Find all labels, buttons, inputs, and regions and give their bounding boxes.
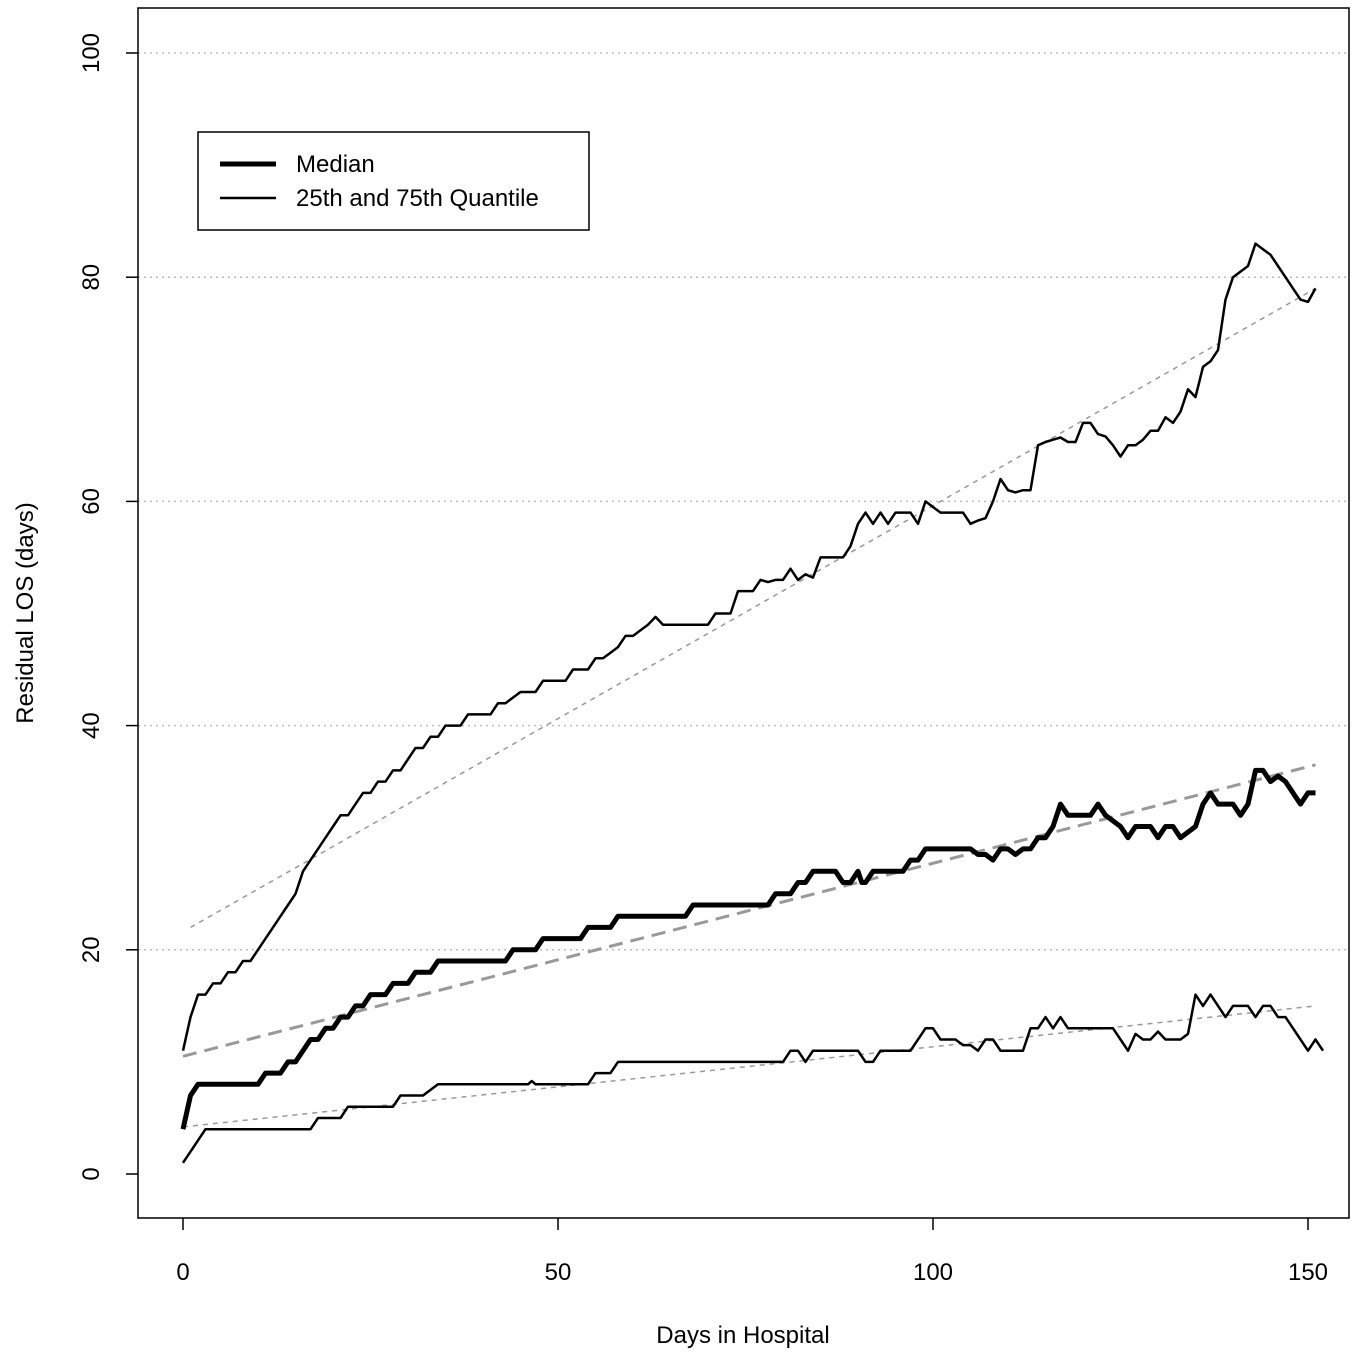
y-tick-label: 60 (78, 488, 105, 515)
x-axis-title: Days in Hospital (656, 1322, 829, 1349)
series-line-q75 (181, 242, 1317, 1051)
series-line-median (180, 767, 1316, 1130)
grid-lines (138, 52, 1349, 951)
series-lines (180, 242, 1325, 1164)
y-tick-label: 100 (78, 33, 105, 73)
x-tick-label: 150 (1288, 1259, 1328, 1286)
x-tick-label: 100 (913, 1259, 953, 1286)
trend-lines (182, 287, 1316, 1128)
y-tick-label: 0 (78, 1167, 105, 1180)
x-tick-label: 50 (545, 1259, 572, 1286)
x-tick-label: 0 (176, 1259, 189, 1286)
series-line-q25 (181, 993, 1325, 1164)
legend-label-median: Median (296, 151, 375, 178)
y-tick-label: 20 (78, 936, 105, 963)
legend-box (197, 131, 590, 231)
y-tick-label: 80 (78, 264, 105, 291)
x-axis: 0 50 100 150 (176, 1218, 1328, 1286)
y-axis: 0 20 40 60 80 100 (78, 33, 138, 1181)
trend-line-q25 (182, 1005, 1316, 1128)
legend-label-quantile: 25th and 75th Quantile (296, 185, 539, 212)
y-axis-title: Residual LOS (days) (12, 502, 39, 723)
plot-frame (137, 7, 1350, 1219)
y-tick-label: 40 (78, 712, 105, 739)
trend-line-median (182, 763, 1316, 1058)
trend-line-q75 (190, 287, 1316, 929)
legend: Median 25th and 75th Quantile (197, 131, 590, 231)
